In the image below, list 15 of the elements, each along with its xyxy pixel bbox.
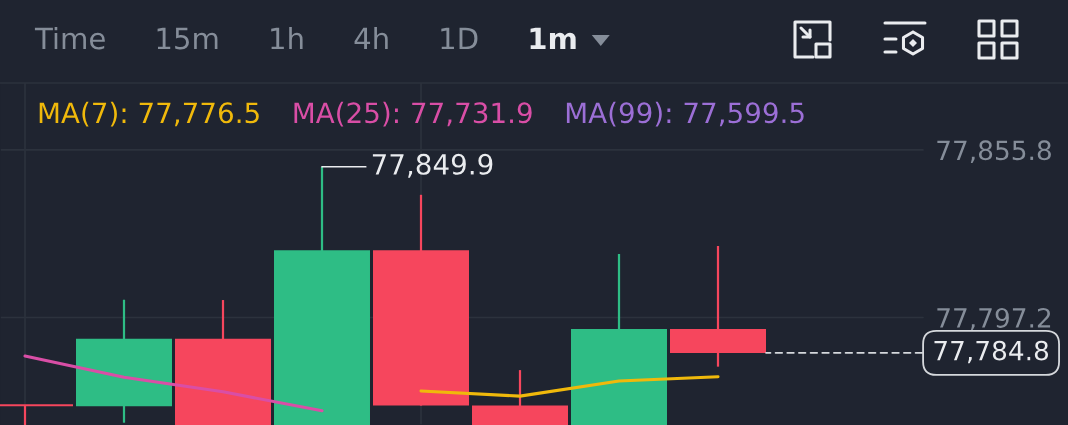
text: MA(7): 77,776.5 [39, 101, 259, 127]
line-series [419, 375, 720, 398]
text: 4h [354, 26, 388, 50]
text: 1h [271, 26, 303, 50]
annotation: 77,849.9 [372, 153, 493, 178]
text: 15m [157, 27, 218, 50]
text: 77,784.8 [934, 340, 1049, 364]
text: 1m [530, 27, 576, 50]
text: Time [34, 26, 105, 50]
text: 1D [441, 27, 478, 50]
text: MA(25): 77,731.9 [294, 101, 532, 127]
y-tick-label: 77,797.2 [937, 307, 1051, 331]
legend-label: MA(99): 77,599.5 [566, 101, 804, 127]
line-series [23, 354, 324, 413]
y-tick-label: 77,855.8 [937, 140, 1051, 164]
